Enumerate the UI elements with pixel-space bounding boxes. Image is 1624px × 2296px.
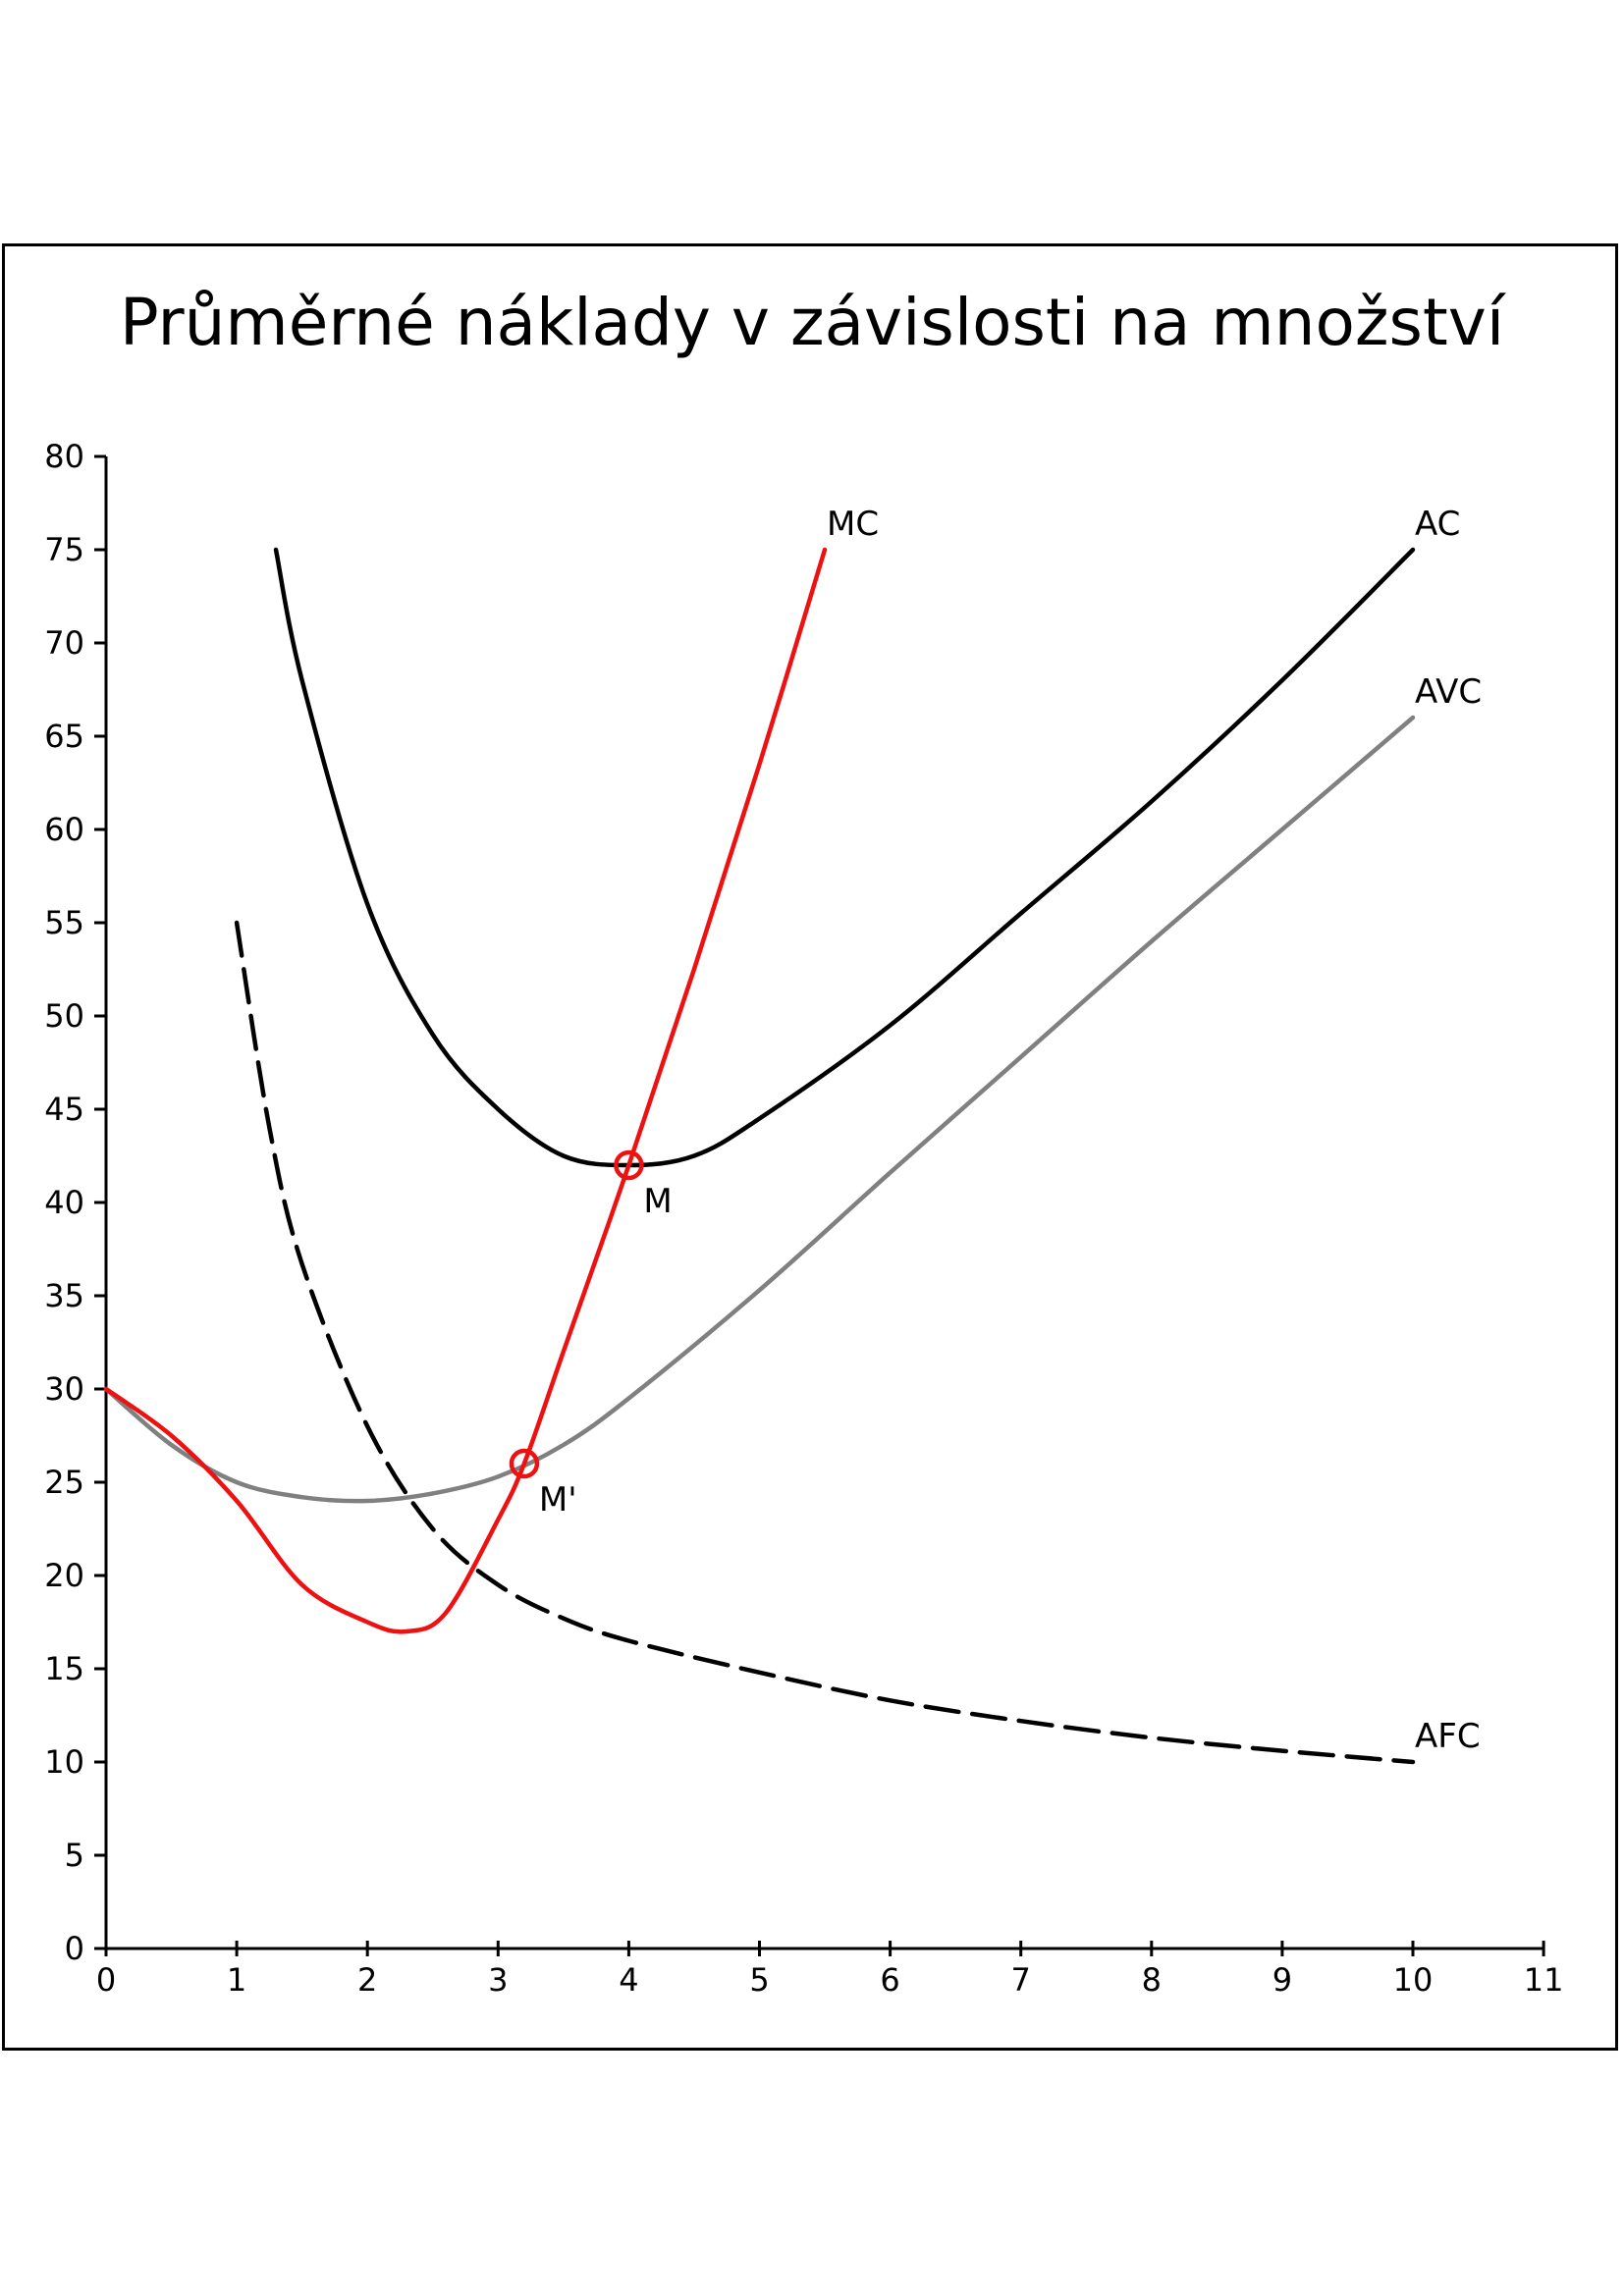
- x-tick-label: 11: [1524, 1961, 1564, 1999]
- chart-axes: 0 1 2 3 4 5 6 7 8 9 10 1105101520253035404550556065…: [44, 438, 1563, 1999]
- chart-markers: M M': [509, 1149, 673, 1520]
- point-label-m: M: [643, 1182, 672, 1221]
- chart-curves: AVC AFC AC MC: [103, 505, 1482, 1765]
- point-marker-m: [614, 1149, 644, 1181]
- series-ac-label: AC: [1415, 505, 1460, 544]
- x-tick-label: 5: [749, 1961, 769, 1999]
- y-tick-label: 0: [65, 1930, 84, 1967]
- y-tick-label: 70: [44, 624, 84, 662]
- x-tick-label: 4: [619, 1961, 638, 1999]
- x-tick-label: 3: [488, 1961, 508, 1999]
- series-mc-label: MC: [827, 505, 879, 544]
- y-tick-label: 50: [44, 997, 84, 1035]
- x-tick-label: 0: [96, 1961, 116, 1999]
- y-tick-label: 45: [44, 1091, 84, 1128]
- y-tick-label: 65: [44, 718, 84, 755]
- y-tick-label: 75: [44, 531, 84, 568]
- y-tick-label: 20: [44, 1557, 84, 1594]
- series-avc-label: AVC: [1415, 672, 1482, 712]
- chart-title: Průměrné náklady v závislosti na množstv…: [119, 285, 1505, 360]
- series-ac-line: [273, 547, 1416, 1168]
- x-tick-label: 9: [1272, 1961, 1292, 1999]
- y-tick-label: 40: [44, 1184, 84, 1221]
- series-mc-line: [103, 547, 828, 1634]
- y-tick-label: 25: [44, 1464, 84, 1501]
- chart-frame: [2, 243, 1618, 2051]
- x-tick-label: 1: [227, 1961, 246, 1999]
- x-tick-label: 7: [1011, 1961, 1031, 1999]
- y-tick-label: 80: [44, 438, 84, 475]
- y-tick-label: 60: [44, 811, 84, 848]
- y-tick-label: 10: [44, 1743, 84, 1781]
- x-tick-label: 2: [357, 1961, 377, 1999]
- x-tick-label: 10: [1393, 1961, 1434, 1999]
- y-tick-label: 55: [44, 904, 84, 941]
- y-tick-label: 5: [65, 1837, 84, 1874]
- series-afc-line: [234, 920, 1416, 1765]
- y-tick-label: 15: [44, 1650, 84, 1687]
- x-tick-label: 8: [1142, 1961, 1162, 1999]
- series-afc-label: AFC: [1415, 1717, 1481, 1756]
- point-label-m-prime: M': [539, 1480, 577, 1520]
- series-avc-line: [103, 715, 1416, 1504]
- y-tick-label: 30: [44, 1370, 84, 1408]
- point-marker-m-prime: [509, 1448, 540, 1479]
- y-tick-label: 35: [44, 1277, 84, 1314]
- x-tick-label: 6: [880, 1961, 899, 1999]
